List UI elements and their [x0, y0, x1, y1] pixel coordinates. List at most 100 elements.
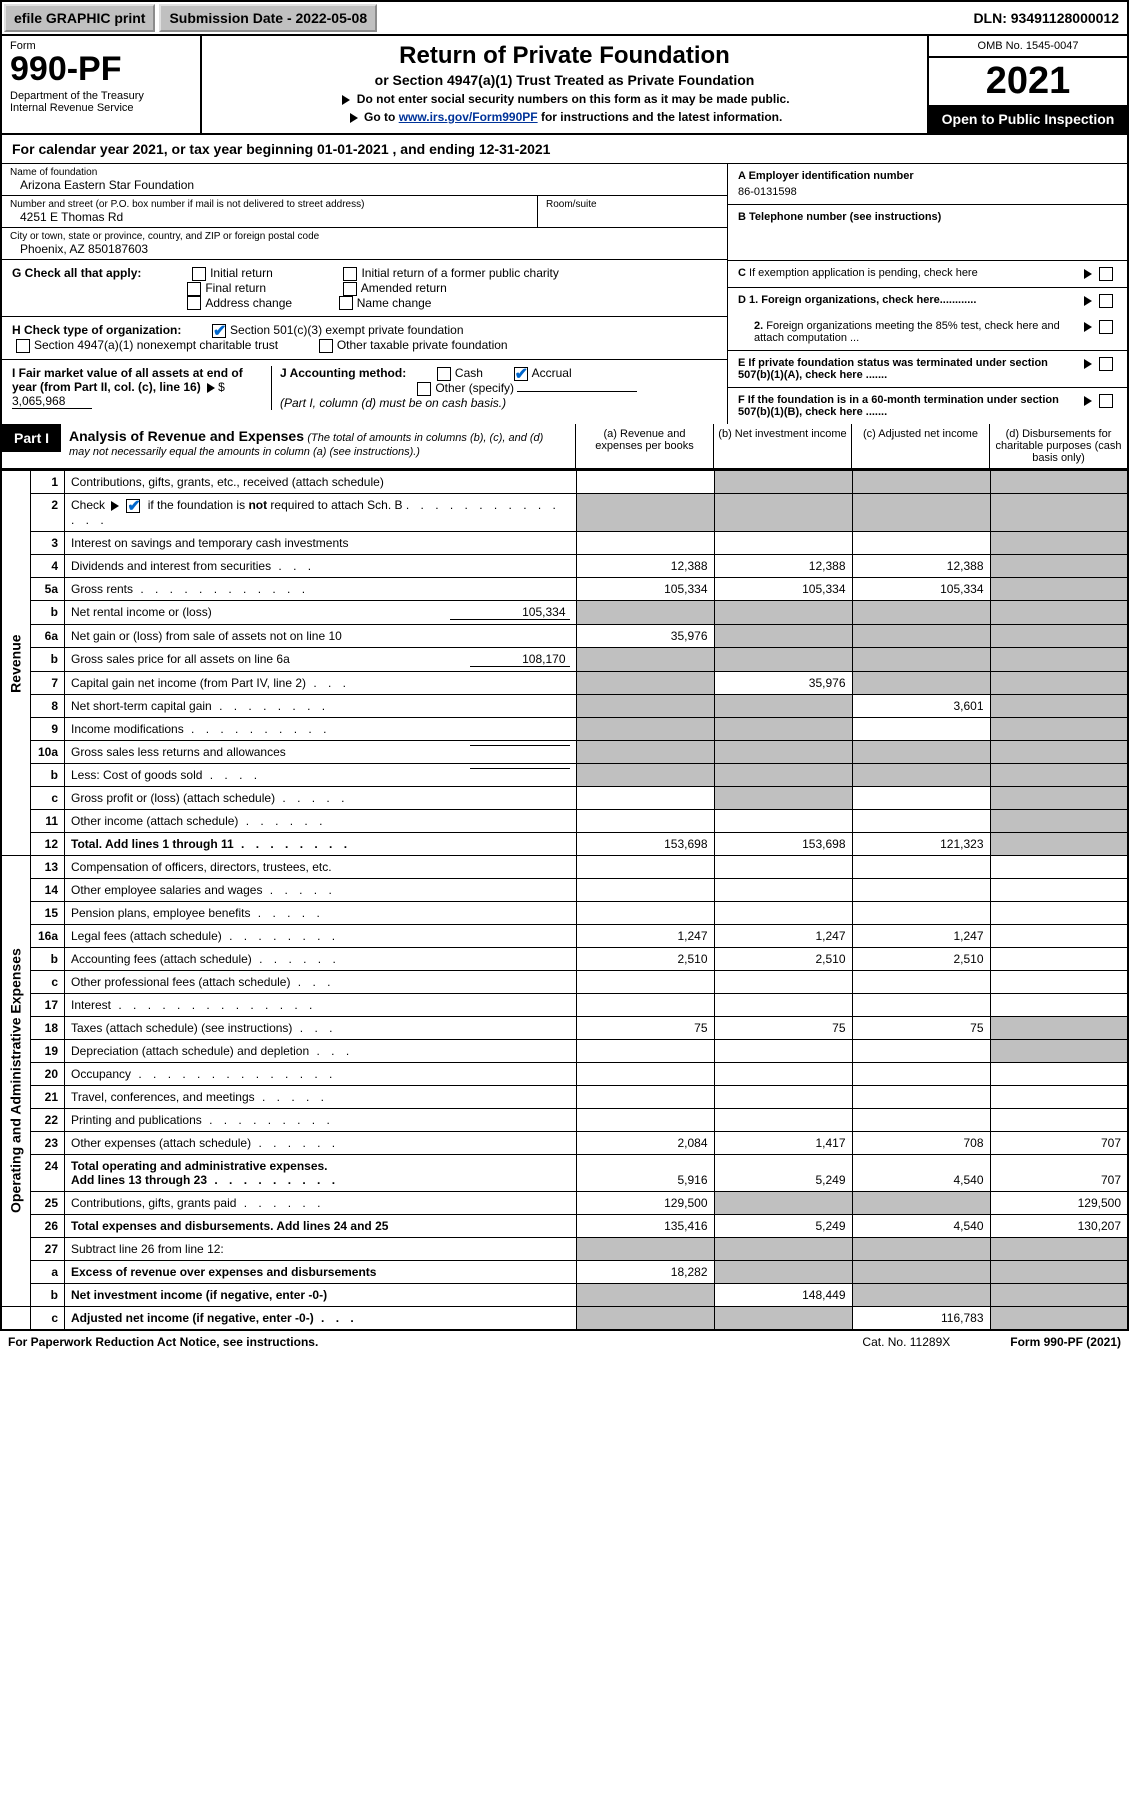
chk-initial-return[interactable] [192, 267, 206, 281]
r23-b: 1,417 [714, 1131, 852, 1154]
row-5a: 5aGross rents . . . . . . . . . . . .105… [1, 577, 1128, 600]
row-27: 27Subtract line 26 from line 12: [1, 1237, 1128, 1260]
opt-initial-return: Initial return [210, 266, 273, 280]
row-2: 2 Check if the foundation is not require… [1, 494, 1128, 532]
fmv-value: 3,065,968 [12, 394, 92, 409]
chk-other-method[interactable] [417, 382, 431, 396]
row-17: 17Interest . . . . . . . . . . . . . . [1, 993, 1128, 1016]
form-header: Form 990-PF Department of the Treasury I… [0, 36, 1129, 135]
chk-501c3[interactable] [212, 324, 226, 338]
opt-amended-return: Amended return [361, 281, 447, 295]
chk-e[interactable] [1099, 357, 1113, 371]
r24-d: 707 [990, 1154, 1128, 1191]
opt-501c3: Section 501(c)(3) exempt private foundat… [230, 323, 463, 337]
r24-c: 4,540 [852, 1154, 990, 1191]
row-20: 20Occupancy . . . . . . . . . . . . . . [1, 1062, 1128, 1085]
chk-4947a1[interactable] [16, 339, 30, 353]
header-right: OMB No. 1545-0047 2021 Open to Public In… [927, 36, 1127, 133]
info-right: A Employer identification number 86-0131… [727, 164, 1127, 424]
col-b-header: (b) Net investment income [713, 424, 851, 468]
chk-cash[interactable] [437, 367, 451, 381]
r27b-desc: Net investment income [71, 1288, 202, 1302]
chk-initial-former[interactable] [343, 267, 357, 281]
opt-final-return: Final return [205, 281, 266, 295]
section-g: G Check all that apply: Initial return I… [2, 260, 727, 317]
chk-f[interactable] [1099, 394, 1113, 408]
r13-desc: Compensation of officers, directors, tru… [65, 855, 577, 878]
opt-initial-former: Initial return of a former public charit… [361, 266, 558, 280]
tax-year: 2021 [929, 58, 1127, 105]
chk-name-change[interactable] [339, 296, 353, 310]
page-footer: For Paperwork Reduction Act Notice, see … [0, 1330, 1129, 1353]
r24b: Total operating and administrative expen… [71, 1159, 328, 1173]
r9-desc: Income modifications [71, 722, 184, 736]
row-1: Revenue 1 Contributions, gifts, grants, … [1, 471, 1128, 494]
other-method-blank [517, 391, 637, 392]
chk-d2[interactable] [1099, 320, 1113, 334]
calendar-year-line: For calendar year 2021, or tax year begi… [0, 135, 1129, 164]
r16a-c: 1,247 [852, 924, 990, 947]
section-h: H Check type of organization: Section 50… [2, 317, 727, 360]
row-24: 24Total operating and administrative exp… [1, 1154, 1128, 1191]
instructions-link[interactable]: www.irs.gov/Form990PF [399, 110, 538, 124]
r23-c: 708 [852, 1131, 990, 1154]
row-4: 4Dividends and interest from securities … [1, 554, 1128, 577]
chk-c[interactable] [1099, 267, 1113, 281]
chk-amended-return[interactable] [343, 282, 357, 296]
r23-a: 2,084 [576, 1131, 714, 1154]
r16c-desc: Other professional fees (attach schedule… [71, 975, 290, 989]
d2-label: Foreign organizations meeting the 85% te… [754, 320, 1060, 344]
d2-cell: 2. Foreign organizations meeting the 85%… [728, 314, 1127, 351]
r11-desc: Other income (attach schedule) [71, 814, 238, 828]
section-ij: I Fair market value of all assets at end… [2, 360, 727, 416]
r6a-a: 35,976 [576, 624, 714, 647]
row-21: 21Travel, conferences, and meetings . . … [1, 1085, 1128, 1108]
ein-cell: A Employer identification number 86-0131… [728, 164, 1127, 205]
r6a-desc: Net gain or (loss) from sale of assets n… [65, 624, 577, 647]
e-label: E If private foundation status was termi… [738, 357, 1048, 381]
col-c-header: (c) Adjusted net income [851, 424, 989, 468]
r26-d: 130,207 [990, 1214, 1128, 1237]
row-27b: bNet investment income (if negative, ent… [1, 1283, 1128, 1306]
row-3: 3Interest on savings and temporary cash … [1, 531, 1128, 554]
expenses-side-label: Operating and Administrative Expenses [1, 855, 31, 1306]
r8-desc: Net short-term capital gain [71, 699, 212, 713]
header-mid: Return of Private Foundation or Section … [202, 36, 927, 133]
footer-cat-no: Cat. No. 11289X [862, 1335, 950, 1349]
r4-c: 12,388 [852, 554, 990, 577]
row-7: 7Capital gain net income (from Part IV, … [1, 671, 1128, 694]
r21-desc: Travel, conferences, and meetings [71, 1090, 255, 1104]
r26-c: 4,540 [852, 1214, 990, 1237]
header-left: Form 990-PF Department of the Treasury I… [2, 36, 202, 133]
row-6a: 6aNet gain or (loss) from sale of assets… [1, 624, 1128, 647]
row-11: 11Other income (attach schedule) . . . .… [1, 809, 1128, 832]
row-13: Operating and Administrative Expenses 13… [1, 855, 1128, 878]
r23-d: 707 [990, 1131, 1128, 1154]
chk-other-taxable[interactable] [319, 339, 333, 353]
row-22: 22Printing and publications . . . . . . … [1, 1108, 1128, 1131]
efile-print-button[interactable]: efile GRAPHIC print [4, 4, 155, 32]
sub3-pre: Go to [364, 110, 399, 124]
chk-final-return[interactable] [187, 282, 201, 296]
opt-4947a1: Section 4947(a)(1) nonexempt charitable … [34, 338, 278, 352]
row-10b: bLess: Cost of goods sold . . . . [1, 763, 1128, 786]
chk-sch-b[interactable] [126, 499, 140, 513]
chk-address-change[interactable] [187, 296, 201, 310]
row-12: 12Total. Add lines 1 through 11 . . . . … [1, 832, 1128, 855]
row-16a: 16aLegal fees (attach schedule) . . . . … [1, 924, 1128, 947]
street-address-label: Number and street (or P.O. box number if… [10, 199, 529, 210]
chk-accrual[interactable] [514, 367, 528, 381]
r27-desc: Subtract line 26 from line 12: [65, 1237, 577, 1260]
row-6b: bGross sales price for all assets on lin… [1, 647, 1128, 671]
part1-table: Revenue 1 Contributions, gifts, grants, … [0, 470, 1129, 1330]
chk-d1[interactable] [1099, 294, 1113, 308]
sub2-text: Do not enter social security numbers on … [357, 92, 790, 106]
row-14: 14Other employee salaries and wages . . … [1, 878, 1128, 901]
foundation-name-value: Arizona Eastern Star Foundation [10, 178, 719, 192]
row-15: 15Pension plans, employee benefits . . .… [1, 901, 1128, 924]
dept-treasury: Department of the Treasury Internal Reve… [10, 90, 192, 114]
opt-cash: Cash [455, 366, 483, 380]
r16b-b: 2,510 [714, 947, 852, 970]
r16a-b: 1,247 [714, 924, 852, 947]
r2-pre: Check [71, 498, 108, 512]
